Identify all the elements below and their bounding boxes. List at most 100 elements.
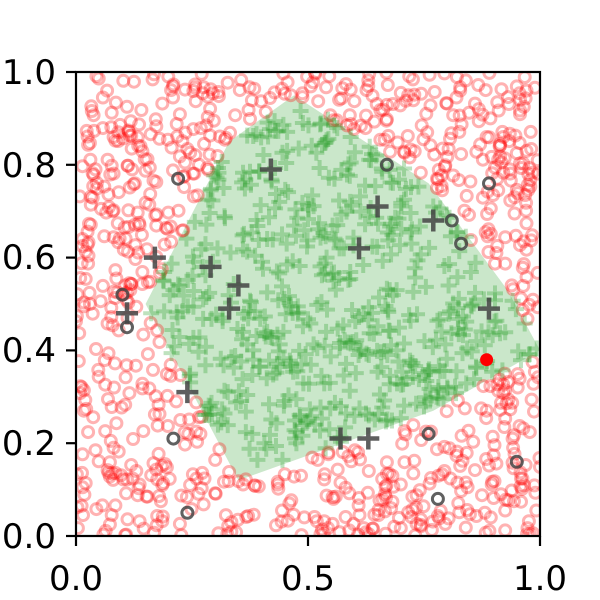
green-plus-point <box>448 363 465 380</box>
green-plus-point <box>264 329 281 346</box>
red-circle-point <box>147 525 161 536</box>
red-circle-point <box>160 388 175 403</box>
red-circle-point <box>80 129 95 144</box>
red-circle-point <box>305 450 320 465</box>
green-plus-point <box>156 303 173 320</box>
red-circle-point <box>524 233 539 248</box>
green-plus-point <box>257 328 274 345</box>
red-circle-point <box>76 314 83 329</box>
green-plus-point <box>516 315 533 332</box>
red-circle-point <box>79 123 94 138</box>
green-plus-point <box>235 241 252 258</box>
red-circle-point <box>473 137 488 152</box>
shaded-region <box>145 95 540 481</box>
green-plus-point <box>300 311 316 328</box>
red-circle-point <box>113 117 128 132</box>
red-circle-point <box>163 219 178 234</box>
green-plus-point <box>376 392 393 409</box>
red-circle-point <box>512 371 527 386</box>
red-circle-point <box>478 225 493 240</box>
green-plus-point <box>367 178 384 195</box>
red-circle-point <box>457 401 472 416</box>
green-plus-point <box>424 339 441 356</box>
red-circle-point <box>91 454 106 469</box>
green-plus-point <box>252 310 269 327</box>
red-circle-point <box>122 386 137 401</box>
red-circle-point <box>248 478 263 493</box>
red-circle-point <box>313 527 328 536</box>
red-circle-point <box>332 525 347 536</box>
x-tick-labels: 0.0 0.5 1.0 <box>49 559 567 599</box>
green-plus-point <box>465 295 482 312</box>
red-circle-point <box>86 410 101 425</box>
red-circle-point <box>140 242 154 257</box>
green-plus-point <box>358 405 374 422</box>
red-circle-point <box>91 362 106 377</box>
red-circle-point <box>506 440 521 455</box>
green-plus-point <box>263 411 280 428</box>
green-plus-point <box>441 303 458 320</box>
red-circle-point <box>242 80 257 95</box>
red-circle-point <box>515 471 530 486</box>
red-circle-point <box>130 488 145 503</box>
green-plus-point <box>316 134 333 151</box>
red-circle-point <box>414 118 429 133</box>
green-plus-point <box>388 342 405 359</box>
red-circle-point <box>88 162 103 177</box>
green-plus-point <box>417 389 434 406</box>
green-plus-point <box>202 398 219 415</box>
red-circle-point <box>145 72 160 87</box>
red-circle-point <box>523 179 538 194</box>
red-circle-point <box>369 97 384 111</box>
green-plus-point <box>393 198 410 215</box>
green-plus-point <box>234 227 251 244</box>
green-plus-point <box>312 399 329 416</box>
green-plus-point <box>268 355 285 372</box>
green-plus-point <box>313 367 330 384</box>
red-circle-point <box>254 94 269 109</box>
green-plus-point <box>305 198 322 215</box>
red-circle-point <box>105 204 120 219</box>
green-plus-point <box>287 227 304 244</box>
green-plus-point <box>454 308 471 325</box>
red-circle-point <box>352 491 366 505</box>
red-circle-point <box>151 446 166 461</box>
green-plus-point <box>299 238 316 255</box>
green-plus-point <box>331 339 348 356</box>
green-plus-point <box>449 300 466 317</box>
red-circle-point <box>390 135 405 150</box>
red-circle-point <box>329 113 344 128</box>
green-plus-point <box>235 225 252 242</box>
green-plus-point <box>372 344 389 361</box>
red-circle-point <box>338 510 353 524</box>
highlighted-plus-point <box>477 297 500 320</box>
red-circle-point <box>161 72 176 84</box>
green-plus-point <box>179 271 196 288</box>
red-circle-point <box>513 103 527 118</box>
green-plus-point <box>248 328 265 345</box>
red-circle-point <box>172 107 187 122</box>
green-plus-point <box>520 346 537 363</box>
red-circle-point <box>82 216 96 231</box>
green-plus-point <box>274 144 291 161</box>
green-plus-point <box>488 312 505 329</box>
highlighted-circle-point <box>444 213 459 228</box>
green-plus-point <box>184 267 201 284</box>
red-circle-point <box>468 463 482 478</box>
green-plus-point <box>242 292 258 309</box>
red-circle-point <box>404 510 419 524</box>
red-circle-point <box>498 230 513 245</box>
red-circle-point <box>195 86 210 101</box>
green-plus-point <box>357 216 374 233</box>
green-plus-point <box>430 390 447 407</box>
red-circle-point <box>510 380 525 395</box>
red-circle-point <box>130 130 145 145</box>
green-plus-point <box>317 440 334 457</box>
red-circle-point <box>147 407 162 422</box>
green-plus-point <box>309 296 326 313</box>
green-plus-point <box>404 354 421 371</box>
red-circle-point <box>330 462 345 477</box>
red-circle-point <box>106 130 121 144</box>
green-plus-point <box>421 364 438 381</box>
red-circle-point <box>527 364 540 379</box>
